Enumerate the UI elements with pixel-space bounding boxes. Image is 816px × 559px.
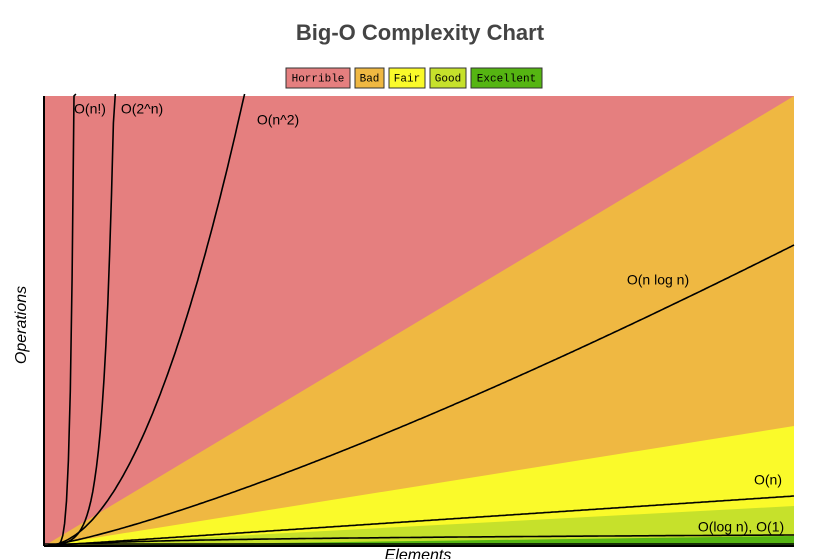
legend-label: Fair [394, 73, 420, 85]
legend-label: Horrible [292, 73, 345, 85]
legend-swatch [285, 67, 351, 89]
complexity-curve [43, 534, 794, 547]
complexity-curve [44, 93, 246, 547]
y-axis-label: Operations [13, 286, 30, 364]
curve-label: O(2^n) [121, 101, 163, 117]
legend-swatch [388, 67, 426, 89]
legend-label: Bad [360, 73, 380, 85]
legend-label: Good [435, 73, 461, 85]
curve-label: O(n log n) [627, 272, 689, 288]
curve-label: O(n^2) [257, 112, 299, 128]
region [44, 96, 794, 546]
legend-swatch [470, 67, 543, 89]
curve-label: O(log n), O(1) [698, 519, 784, 535]
plot-area: O(n!) O(2^n) O(n^2) O(n log n) O(n) O(log n),… [43, 93, 795, 547]
chart-title: Big-O Complexity Chart [296, 20, 545, 45]
curve-label: O(n!) [74, 101, 106, 117]
complexity-curve [43, 495, 795, 547]
x-axis-label: Elements [385, 547, 452, 559]
complexity-curve [43, 244, 795, 547]
legend-swatch [354, 67, 385, 89]
curve-label: O(n) [754, 472, 782, 488]
legend: Horrible Bad Fair Good Excellent [285, 67, 543, 89]
legend-label: Excellent [477, 73, 536, 85]
legend-swatch [429, 67, 467, 89]
